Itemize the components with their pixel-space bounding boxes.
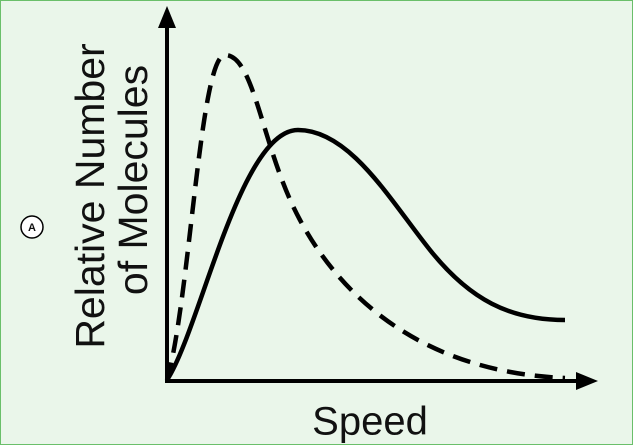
dashed-curve: [164, 52, 566, 381]
y-axis-arrow: [158, 6, 176, 28]
x-axis-label: Speed: [312, 400, 428, 444]
y-axis-label-line-2: of Molecules: [110, 65, 156, 295]
solid-curve: [165, 127, 566, 382]
marker-label: A: [28, 222, 36, 234]
marker-circle: [20, 215, 44, 239]
x-axis-arrow: [576, 372, 598, 390]
y-axis-label-line-1: Relative Number: [67, 43, 113, 348]
